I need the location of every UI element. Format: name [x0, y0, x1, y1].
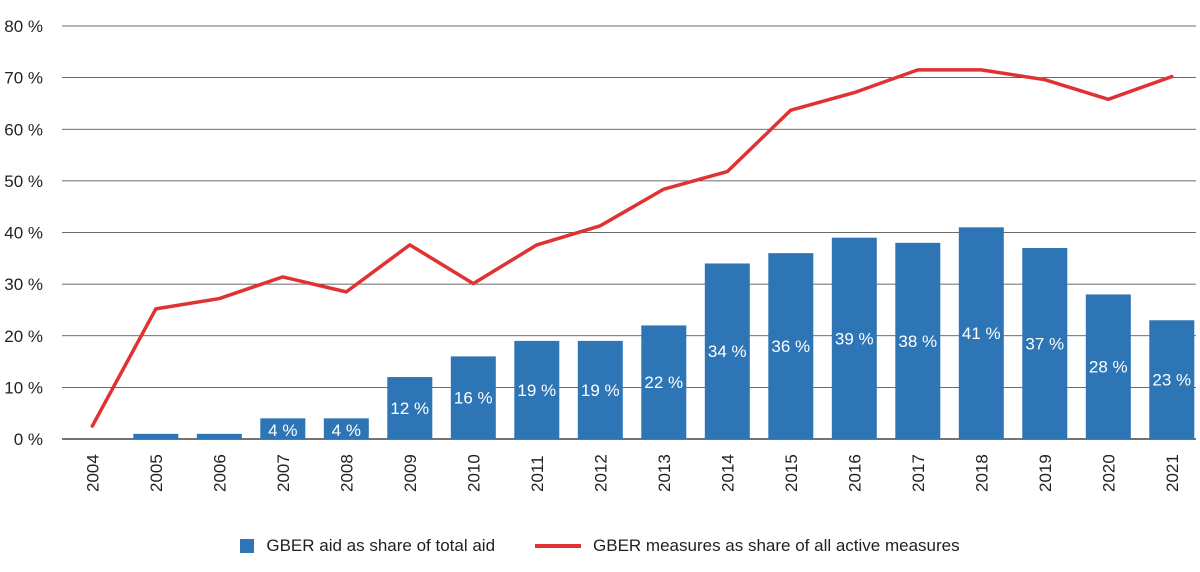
bar: [1085, 294, 1131, 439]
bar: [514, 340, 560, 439]
bar: [641, 325, 687, 439]
bar: [1022, 247, 1068, 439]
y-tick-label: 10 %: [4, 378, 43, 397]
x-tick-label: 2014: [718, 454, 737, 492]
x-tick-label: 2010: [464, 454, 483, 492]
bar-value-label: 34 %: [708, 342, 747, 361]
bar: [704, 263, 750, 439]
bar-value-label: 19 %: [581, 381, 620, 400]
y-tick-label: 60 %: [4, 120, 43, 139]
legend-label-line: GBER measures as share of all active mea…: [593, 536, 960, 555]
x-tick-label: 2006: [210, 454, 229, 492]
bar: [768, 253, 814, 439]
bar: [577, 340, 623, 439]
x-tick-label: 2017: [909, 454, 928, 492]
y-tick-label: 0 %: [14, 430, 43, 449]
legend: GBER aid as share of total aid GBER meas…: [0, 531, 1200, 561]
bar: [133, 433, 179, 439]
bar-value-label: 16 %: [454, 389, 493, 408]
legend-label-bar: GBER aid as share of total aid: [266, 536, 496, 555]
bar-value-label: 37 %: [1025, 334, 1064, 353]
x-tick-label: 2019: [1036, 454, 1055, 492]
bar-value-label: 23 %: [1152, 371, 1191, 390]
bar: [260, 418, 306, 439]
x-tick-label: 2013: [655, 454, 674, 492]
bar-value-label: 28 %: [1089, 358, 1128, 377]
x-tick-label: 2012: [591, 454, 610, 492]
legend-item-bar: GBER aid as share of total aid: [240, 536, 495, 556]
bar-value-label: 12 %: [390, 399, 429, 418]
y-tick-label: 40 %: [4, 224, 43, 243]
x-tick-label: 2021: [1163, 454, 1182, 492]
bar: [831, 237, 877, 439]
bar-value-label: 41 %: [962, 324, 1001, 343]
bar-value-label: 36 %: [771, 337, 810, 356]
line-series: [90, 68, 1174, 428]
bar: [958, 227, 1004, 439]
bar: [387, 377, 433, 439]
y-tick-label: 30 %: [4, 275, 43, 294]
bar-value-label: 22 %: [644, 373, 683, 392]
x-tick-label: 2008: [337, 454, 356, 492]
x-tick-label: 2009: [401, 454, 420, 492]
y-tick-label: 80 %: [4, 17, 43, 36]
x-tick-label: 2007: [274, 454, 293, 492]
y-tick-label: 70 %: [4, 69, 43, 88]
x-tick-label: 2018: [972, 454, 991, 492]
bar-value-label: 4 %: [332, 421, 361, 440]
legend-item-line: GBER measures as share of all active mea…: [535, 536, 960, 556]
bar-value-label: 4 %: [268, 421, 297, 440]
bar: [323, 418, 369, 439]
bar: [196, 433, 242, 439]
x-tick-label: 2011: [528, 455, 547, 492]
bar: [895, 242, 941, 439]
legend-swatch-bar: [240, 539, 255, 553]
bar: [450, 356, 496, 439]
x-tick-label: 2005: [147, 454, 166, 492]
bar-value-label: 39 %: [835, 329, 874, 348]
bar-value-label: 19 %: [517, 381, 556, 400]
x-tick-label: 2004: [83, 454, 102, 492]
x-tick-label: 2016: [845, 454, 864, 492]
chart: 0 % 10 % 20 % 30 % 40 % 50 % 60 % 70 % 80 % 4 % 4 …: [4, 17, 1196, 492]
x-tick-label: 2020: [1099, 454, 1118, 492]
bar-value-label: 38 %: [898, 332, 937, 351]
legend-swatch-line: [535, 544, 582, 548]
bar: [1149, 320, 1195, 439]
y-tick-label: 20 %: [4, 327, 43, 346]
x-tick-label: 2015: [782, 454, 801, 492]
y-tick-label: 50 %: [4, 172, 43, 191]
